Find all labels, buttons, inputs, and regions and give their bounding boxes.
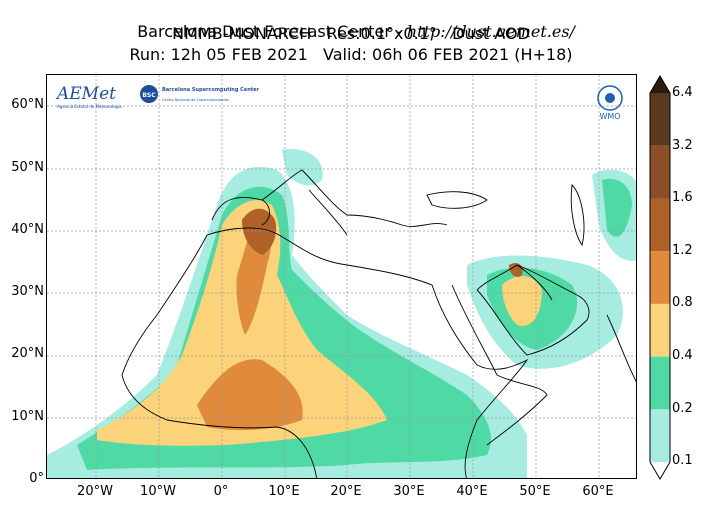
lat-tick-label: 30°N	[11, 284, 44, 299]
colorbar-label: 0.4	[672, 348, 693, 363]
graticule	[47, 75, 636, 478]
lon-tick-label: 60°E	[582, 484, 614, 499]
lat-tick-label: 20°N	[11, 346, 44, 361]
lon-tick-label: 10°W	[140, 484, 176, 499]
title-line-3: Run: 12h 05 FEB 2021 Valid: 06h 06 FEB 2…	[129, 45, 573, 64]
wmo-emblem	[597, 85, 623, 111]
wmo-logo-text: WMO	[599, 112, 620, 121]
bsc-logo-sub: Centro Nacional de Supercomputación	[162, 98, 229, 102]
lon-tick-label: 50°E	[519, 484, 551, 499]
wmo-emblem-center	[605, 93, 615, 103]
colorbar-label: 3.2	[672, 138, 693, 153]
title-prefix: Barcelona Dust Forecast Center -	[137, 22, 407, 41]
colorbar-swatch	[650, 303, 670, 357]
title-line-2: NMMB-MONARCH Res:0.1°x0.1° Dust AOD	[172, 24, 530, 43]
lon-tick-label: 30°E	[393, 484, 425, 499]
colorbar-label: 0.2	[672, 401, 693, 416]
aod-band-0.8	[197, 359, 303, 431]
colorbar-label: 0.8	[672, 295, 693, 310]
colorbar-extend-min	[650, 462, 670, 479]
lon-tick-label: 0°	[213, 484, 229, 499]
bsc-logo: BSC Barcelona Supercomputing Center Cent…	[140, 85, 260, 103]
dust-aod-layer	[47, 149, 636, 478]
lat-tick-label: 50°N	[11, 160, 44, 175]
colorbar-swatch	[650, 251, 670, 304]
lon-tick-label: 40°E	[456, 484, 488, 499]
red-sea	[451, 284, 498, 376]
lon-tick-label: 20°W	[77, 484, 113, 499]
bsc-logo-badge	[140, 85, 158, 103]
colorbar-outline	[649, 75, 671, 480]
colorbar-label: 6.4	[672, 85, 693, 100]
colorbar-swatch	[650, 93, 670, 146]
aemet-logo-text: AEMet	[55, 84, 116, 104]
lat-tick-label: 60°N	[11, 97, 44, 112]
colorbar	[649, 75, 671, 480]
europe-coast	[261, 169, 448, 227]
wmo-logo: WMO	[597, 85, 623, 121]
coastlines	[121, 169, 636, 478]
colorbar-label: 1.6	[672, 190, 693, 205]
colorbar-label: 0.1	[672, 453, 693, 468]
colorbar-swatch	[650, 145, 670, 199]
map-panel[interactable]: AEMet Agencia Estatal de Meteorología BS…	[46, 74, 637, 479]
arabia	[476, 264, 590, 356]
lon-tick-label: 10°E	[268, 484, 300, 499]
colorbar-swatch	[650, 409, 670, 462]
colorbar-swatch	[650, 198, 670, 252]
italy	[308, 189, 348, 236]
lat-tick-label: 10°N	[11, 409, 44, 424]
colorbar-label: 1.2	[672, 243, 693, 258]
lat-tick-label: 0°	[29, 471, 44, 486]
aemet-logo-sub: Agencia Estatal de Meteorología	[57, 104, 122, 109]
africa-coast	[206, 227, 529, 478]
iberia	[211, 196, 270, 226]
horn-of-africa	[486, 374, 548, 446]
dust-map: AEMet Agencia Estatal de Meteorología BS…	[47, 75, 636, 478]
title-line-1: Barcelona Dust Forecast Center - http://…	[0, 2, 702, 42]
black-sea	[426, 191, 488, 209]
bsc-logo-text: Barcelona Supercomputing Center	[162, 87, 260, 93]
colorbar-swatch	[650, 356, 670, 410]
title-url: http://dust.aemet.es/	[406, 22, 575, 41]
aod-band-0.4-gulf	[502, 275, 542, 326]
lat-tick-label: 40°N	[11, 222, 44, 237]
aod-band-0.2-caspian	[602, 178, 632, 237]
lon-tick-label: 20°E	[330, 484, 362, 499]
caspian	[570, 184, 585, 247]
india	[606, 314, 636, 383]
west-africa-coast	[121, 234, 318, 478]
gulf	[516, 264, 553, 301]
colorbar-extend-max	[650, 76, 670, 93]
aemet-logo: AEMet Agencia Estatal de Meteorología	[55, 84, 122, 109]
bsc-logo-badge-text: BSC	[142, 92, 156, 99]
